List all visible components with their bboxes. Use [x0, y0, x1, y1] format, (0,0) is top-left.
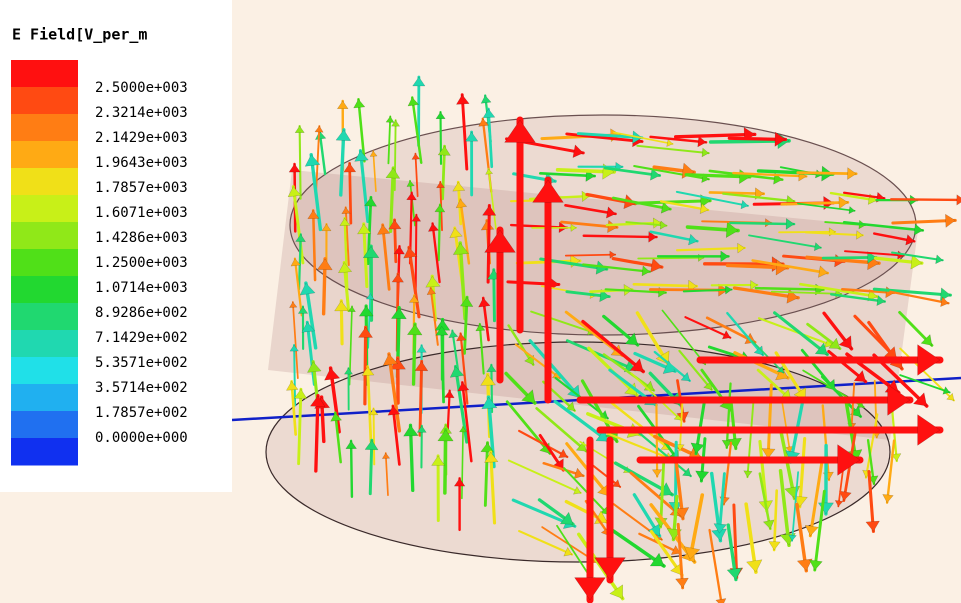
legend-swatch — [11, 60, 78, 88]
legend-label: 2.3214e+003 — [95, 105, 188, 121]
arrow-shaft — [584, 236, 657, 237]
arrow-shaft — [442, 326, 444, 402]
arrow-shaft — [756, 288, 824, 290]
arrow-shaft — [638, 258, 703, 259]
legend-swatch — [11, 249, 78, 277]
legend-label: 8.9286e+002 — [95, 305, 188, 321]
arrow-shaft — [488, 206, 489, 282]
legend-label: 0.0000e+000 — [95, 430, 188, 446]
arrow-shaft — [782, 202, 848, 204]
arrow-shaft — [374, 409, 375, 465]
legend-label: 1.7857e+003 — [95, 180, 188, 196]
arrow-shaft — [891, 199, 961, 200]
legend-swatch — [11, 384, 78, 412]
legend-swatch — [11, 330, 78, 358]
legend-swatch — [11, 438, 78, 466]
legend-label: 2.5000e+003 — [95, 80, 188, 96]
cylinder-bottom — [266, 342, 890, 562]
arrow-shaft — [420, 361, 422, 435]
page: E Field[V_per_m 2.5000e+0032.3214e+0032.… — [0, 0, 961, 603]
legend-label: 1.4286e+003 — [95, 230, 188, 246]
legend-title: E Field[V_per_m — [12, 26, 147, 44]
legend-swatch — [11, 303, 78, 331]
arrow-shaft — [730, 223, 794, 224]
arrow-shaft — [566, 255, 616, 256]
legend-label: 1.6071e+003 — [95, 205, 188, 221]
arrow-shaft — [395, 120, 396, 190]
arrow-shaft — [294, 345, 295, 406]
arrow-shaft — [351, 441, 352, 497]
legend-label: 5.3571e+002 — [95, 355, 188, 371]
legend-label: 1.0714e+003 — [95, 280, 188, 296]
legend-swatch — [11, 222, 78, 250]
arrow-shaft — [350, 163, 351, 223]
legend-swatch — [11, 195, 78, 223]
legend-label: 1.9643e+003 — [95, 155, 188, 171]
arrow-shaft — [316, 396, 318, 471]
arrow-shaft — [300, 126, 301, 199]
legend-swatch — [11, 276, 78, 304]
legend-swatch — [11, 357, 78, 385]
legend-swatch — [11, 87, 78, 115]
legend-swatch — [11, 141, 78, 169]
legend-swatch — [11, 114, 78, 142]
viewport: E Field[V_per_m 2.5000e+0032.3214e+0032.… — [0, 0, 961, 603]
legend-label: 1.2500e+003 — [95, 255, 188, 271]
legend-label: 2.1429e+003 — [95, 130, 188, 146]
legend-label: 3.5714e+002 — [95, 380, 188, 396]
legend-swatch — [11, 411, 78, 439]
arrow-shaft — [365, 327, 366, 404]
arrow-shaft — [656, 405, 657, 477]
legend: 2.5000e+003 2.3214e+003 2.1429e+003 1.9643e… — [11, 60, 188, 466]
legend-label: 7.1429e+002 — [95, 330, 188, 346]
legend-swatch — [11, 168, 78, 196]
arrow-shaft — [439, 205, 440, 261]
legend-label: 1.7857e+002 — [95, 405, 188, 421]
